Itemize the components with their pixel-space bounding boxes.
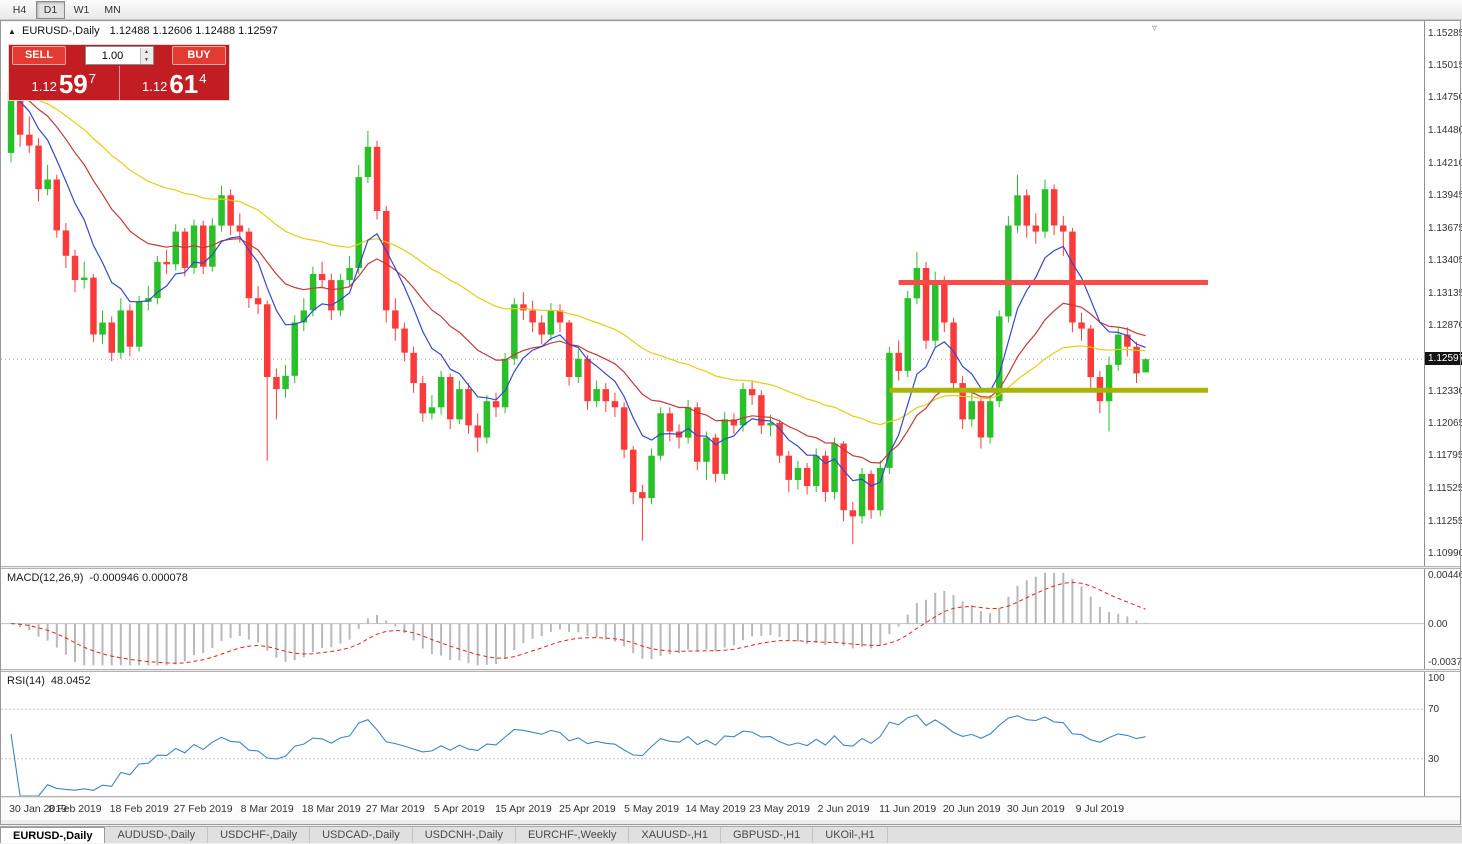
date-label: 5 May 2019: [624, 803, 679, 815]
date-label: 5 Apr 2019: [433, 803, 485, 815]
axis-label: 1.13675: [1428, 222, 1462, 234]
buy-price[interactable]: 1.12 61 4: [120, 66, 230, 100]
axis-label: 1.11255: [1428, 515, 1462, 527]
date-label: 15 Apr 2019: [495, 803, 552, 815]
date-label: 27 Mar 2019: [365, 803, 425, 815]
pane-separator[interactable]: [1, 566, 1461, 569]
macd-label: MACD(12,26,9) -0.000946 0.000078: [7, 572, 188, 584]
date-label: 27 Feb 2019: [173, 803, 233, 815]
chart-tab[interactable]: USDCHF-,Daily: [208, 827, 311, 843]
chart-tab[interactable]: USDCNH-,Daily: [413, 827, 516, 843]
chart-tab[interactable]: USDCAD-,Daily: [310, 827, 413, 843]
date-label: 18 Feb 2019: [109, 803, 169, 815]
date-label: 2 Jun 2019: [817, 803, 870, 815]
sell-price-head: 1.12: [31, 79, 57, 94]
date-label: 23 May 2019: [749, 803, 810, 815]
macd-values: -0.000946 0.000078: [89, 572, 188, 584]
rsi-value: 48.0452: [50, 675, 91, 687]
pane-separator[interactable]: [1, 669, 1461, 672]
axis-label: 0.00: [1428, 618, 1448, 630]
axis-label: 1.10990: [1428, 547, 1462, 559]
axis-label: 1.11525: [1428, 483, 1462, 495]
chart-tab[interactable]: EURUSD-,Daily: [0, 827, 106, 843]
candlestick-chart: [1, 81, 1424, 545]
date-label: 18 Mar 2019: [301, 803, 361, 815]
axis-label: 100: [1428, 673, 1445, 684]
date-label: 9 Jul 2019: [1075, 803, 1125, 815]
main-chart-pane[interactable]: [1, 22, 1424, 566]
date-label: 20 Jun 2019: [942, 803, 1001, 815]
axis-label: 30: [1428, 753, 1440, 765]
axis-label: -0.003715: [1428, 657, 1462, 668]
horizontal-scrollbar[interactable]: [1, 820, 1460, 825]
timeframe-d1[interactable]: D1: [36, 0, 65, 19]
date-label: 25 Apr 2019: [559, 803, 616, 815]
date-label: 30 Jun 2019: [1006, 803, 1065, 815]
axis-label: 1.13945: [1428, 189, 1462, 201]
axis-label: 70: [1428, 704, 1440, 716]
axis-label: 1.15285: [1428, 27, 1462, 39]
timeframe-toolbar: H4 D1 W1 MN: [0, 0, 1462, 20]
axis-label: 1.14750: [1428, 92, 1462, 104]
date-label: 11 Jun 2019: [879, 803, 937, 815]
axis-label: 1.12065: [1428, 417, 1462, 429]
one-click-toggle-icon[interactable]: ▲: [8, 27, 16, 36]
chart-shift-icon[interactable]: ▿: [1152, 23, 1158, 34]
date-axis[interactable]: 30 Jan 2019 8 Feb 2019 18 Feb 2019 27 Feb 2…: [1, 798, 1460, 820]
axis-label: 0.004465: [1428, 570, 1462, 581]
volume-input[interactable]: [85, 47, 140, 64]
axis-label: 1.14480: [1428, 125, 1462, 137]
axis-label: 1.12870: [1428, 320, 1462, 332]
macd-name: MACD(12,26,9): [7, 572, 84, 584]
rsi-pane[interactable]: [1, 672, 1424, 796]
axis-label: 1.13135: [1428, 288, 1462, 299]
chart-tab[interactable]: EURCHF-,Weekly: [516, 827, 630, 843]
price-axis[interactable]: 1.12597 1.15285 1.15015 1.14750 1.14480 1.14…: [1424, 20, 1462, 798]
timeframe-w1[interactable]: W1: [73, 3, 90, 16]
date-label: 8 Mar 2019: [240, 803, 294, 815]
chart-tab-bar: EURUSD-,Daily AUDUSD-,Daily USDCHF-,Daily U…: [0, 826, 1462, 843]
buy-price-big: 61: [169, 69, 199, 99]
pane-separator: [1, 796, 1461, 798]
date-label: 14 May 2019: [685, 803, 746, 815]
axis-label: 1.15015: [1428, 60, 1462, 72]
volume-field: ▲ ▼: [84, 46, 154, 65]
axis-label: 1.13405: [1428, 255, 1462, 267]
one-click-trading-panel: SELL ▲ ▼ BUY 1.12 59 7 1.12 61 4: [8, 44, 230, 101]
axis-label: 1.12330: [1428, 385, 1462, 397]
rsi-name: RSI(14): [7, 675, 45, 687]
buy-price-head: 1.12: [142, 79, 168, 94]
chart-title-symbol: EURUSD-,Daily: [21, 25, 100, 37]
axis-label: 1.14210: [1428, 157, 1462, 169]
chart-tab[interactable]: XAUUSD-,H1: [629, 827, 721, 843]
chart-title: ▲ EURUSD-,Daily 1.12488 1.12606 1.12488 …: [8, 25, 278, 37]
chart-title-ohlc: 1.12488 1.12606 1.12488 1.12597: [109, 25, 278, 37]
sell-price-pip: 7: [88, 71, 96, 86]
sell-price-big: 59: [58, 69, 88, 99]
chart-tab[interactable]: GBPUSD-,H1: [721, 827, 814, 843]
macd-pane[interactable]: [1, 569, 1424, 669]
sell-price[interactable]: 1.12 59 7: [9, 66, 120, 100]
volume-down-icon[interactable]: ▼: [140, 55, 153, 64]
timeframe-mn[interactable]: MN: [104, 3, 121, 16]
buy-price-pip: 4: [199, 71, 207, 86]
buy-button[interactable]: BUY: [172, 46, 226, 65]
axis-label: 1.11795: [1428, 450, 1462, 462]
sell-button[interactable]: SELL: [12, 46, 66, 65]
timeframe-h4[interactable]: H4: [12, 3, 27, 16]
volume-up-icon[interactable]: ▲: [140, 47, 153, 56]
date-label: 30 Jan 2019: [9, 803, 67, 815]
current-price-badge: 1.12597: [1425, 352, 1462, 366]
chart-tab[interactable]: UKOil-,H1: [813, 827, 888, 843]
rsi-label: RSI(14) 48.0452: [7, 675, 91, 687]
macd-plot: [1, 572, 1424, 666]
chart-tab[interactable]: AUDUSD-,Daily: [105, 827, 209, 843]
rsi-plot: [1, 708, 1424, 796]
date-label: 8 Feb 2019: [48, 803, 102, 815]
